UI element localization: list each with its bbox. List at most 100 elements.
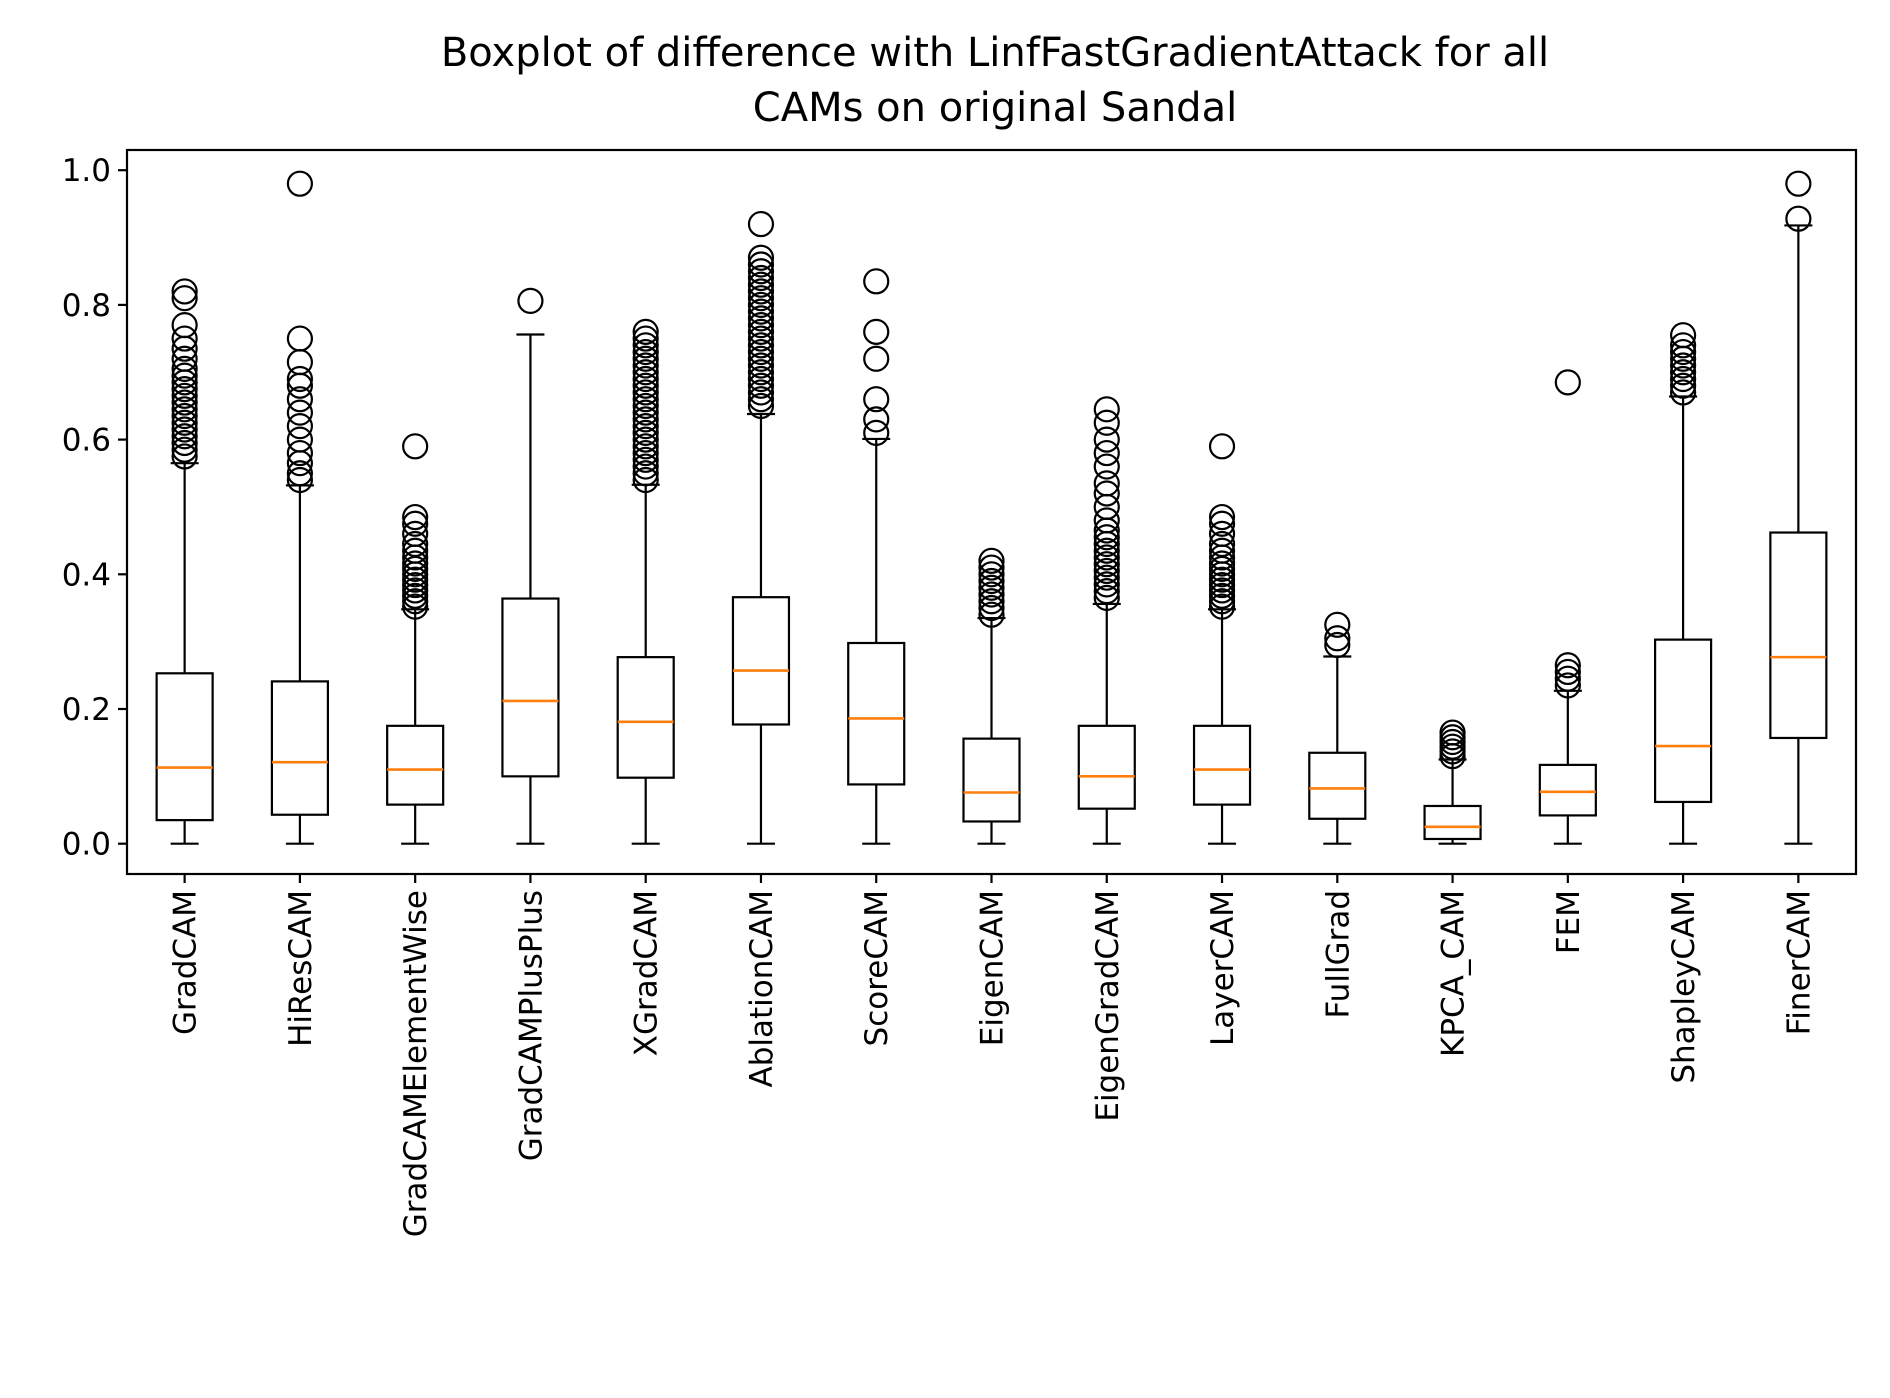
flier-hirescam <box>286 439 313 467</box>
flier-ablationcam <box>747 379 775 406</box>
flier-eigencam <box>978 581 1005 608</box>
flier-hirescam <box>286 372 313 399</box>
flier-ablationcam <box>747 392 775 420</box>
y-tick-label: 0.6 <box>62 423 111 459</box>
flier-gradcamelementwise <box>402 520 429 547</box>
flier-eigengradcam <box>1093 557 1120 585</box>
flier-fem <box>1554 652 1581 679</box>
flier-gradcam <box>171 423 198 450</box>
flier-gradcam <box>171 345 198 372</box>
flier-eigengradcam <box>1093 551 1120 578</box>
flier-gradcamelementwise <box>402 537 429 564</box>
flier-gradcamelementwise <box>402 571 429 599</box>
box-finercam <box>1769 531 1828 740</box>
flier-xgradcam <box>632 413 659 440</box>
flier-xgradcam <box>632 446 659 473</box>
flier-scorecam <box>863 268 890 295</box>
box-kpca-cam <box>1423 804 1482 841</box>
flier-ablationcam <box>747 345 775 372</box>
flier-xgradcam <box>632 365 659 393</box>
flier-hirescam <box>286 450 313 477</box>
flier-layercam <box>1208 503 1236 531</box>
flier-xgradcam <box>632 439 659 467</box>
flier-ablationcam <box>747 258 775 285</box>
flier-layercam <box>1208 566 1236 593</box>
flier-gradcam <box>171 312 198 339</box>
flier-xgradcam <box>632 372 659 399</box>
flier-hirescam <box>286 349 313 376</box>
flier-gradcam <box>171 443 198 470</box>
flier-gradcamplusplus <box>517 287 544 314</box>
flier-ablationcam <box>747 264 775 292</box>
flier-hirescam <box>286 426 313 453</box>
y-tick-label: 0.8 <box>62 288 111 324</box>
flier-hirescam <box>286 386 313 413</box>
flier-ablationcam <box>747 386 775 413</box>
flier-xgradcam <box>632 359 659 386</box>
flier-gradcamelementwise <box>402 550 429 577</box>
flier-shapleycam <box>1669 365 1697 393</box>
flier-eigengradcam <box>1093 470 1120 497</box>
flier-layercam <box>1208 433 1236 460</box>
flier-gradcamelementwise <box>402 588 429 615</box>
chart-title-line-2: CAMs on original Sandal <box>753 85 1237 131</box>
flier-hirescam <box>286 325 313 352</box>
flier-eigencam <box>978 594 1005 622</box>
flier-gradcam <box>171 409 198 436</box>
x-tick-label-eigengradcam: EigenGradCAM <box>1090 890 1126 1122</box>
flier-gradcamelementwise <box>402 566 429 593</box>
flier-hirescam <box>286 399 313 426</box>
flier-fullgrad <box>1324 631 1351 659</box>
flier-gradcam <box>171 325 198 352</box>
flier-xgradcam <box>632 466 659 494</box>
box-shapleycam <box>1653 638 1713 804</box>
flier-xgradcam <box>632 453 659 480</box>
chart-title-line-1: Boxplot of difference with LinfFastGradi… <box>441 30 1549 76</box>
box-ablationcam <box>731 596 791 726</box>
flier-ablationcam <box>747 312 775 339</box>
flier-hirescam <box>286 413 313 440</box>
flier-gradcam <box>171 362 198 389</box>
flier-gradcam <box>171 429 198 457</box>
flier-eigengradcam <box>1093 396 1120 423</box>
flier-eigengradcam <box>1093 426 1120 453</box>
box-layercam <box>1192 724 1252 806</box>
x-tick-label-gradcamelementwise: GradCAMElementWise <box>398 890 434 1237</box>
x-tick-label-shapleycam: ShapleyCAM <box>1666 890 1702 1084</box>
flier-gradcamelementwise <box>402 503 429 531</box>
flier-gradcamelementwise <box>402 530 429 558</box>
flier-shapleycam <box>1669 379 1697 406</box>
box-fullgrad <box>1308 751 1367 820</box>
box-scorecam <box>847 641 906 786</box>
flier-xgradcam <box>632 399 659 426</box>
flier-eigengradcam <box>1093 439 1120 467</box>
flier-xgradcam <box>632 426 659 453</box>
box-eigencam <box>962 737 1021 823</box>
flier-fem <box>1554 369 1581 396</box>
flier-layercam <box>1208 588 1236 615</box>
flier-eigengradcam <box>1093 493 1120 521</box>
flier-ablationcam <box>747 210 775 238</box>
flier-finercam <box>1785 205 1812 232</box>
x-tick-label-layercam: LayerCAM <box>1205 890 1241 1046</box>
flier-scorecam <box>863 318 890 345</box>
flier-eigengradcam <box>1093 409 1120 436</box>
box-xgradcam <box>616 656 675 779</box>
flier-eigencam <box>978 554 1005 581</box>
flier-layercam <box>1208 577 1236 604</box>
flier-gradcamelementwise <box>402 582 429 609</box>
flier-finercam <box>1785 170 1812 197</box>
x-tick-label-eigencam: EigenCAM <box>975 890 1011 1046</box>
flier-gradcam <box>171 278 198 305</box>
flier-ablationcam <box>747 251 775 278</box>
box-eigengradcam <box>1077 724 1136 810</box>
flier-eigengradcam <box>1093 571 1120 598</box>
flier-xgradcam <box>632 332 659 359</box>
flier-shapleycam <box>1669 359 1697 386</box>
flier-xgradcam <box>632 352 659 379</box>
y-tick-label: 0.0 <box>62 827 111 863</box>
flier-xgradcam <box>632 460 659 487</box>
flier-ablationcam <box>747 372 775 399</box>
flier-scorecam <box>863 345 890 372</box>
flier-gradcam <box>171 375 198 403</box>
